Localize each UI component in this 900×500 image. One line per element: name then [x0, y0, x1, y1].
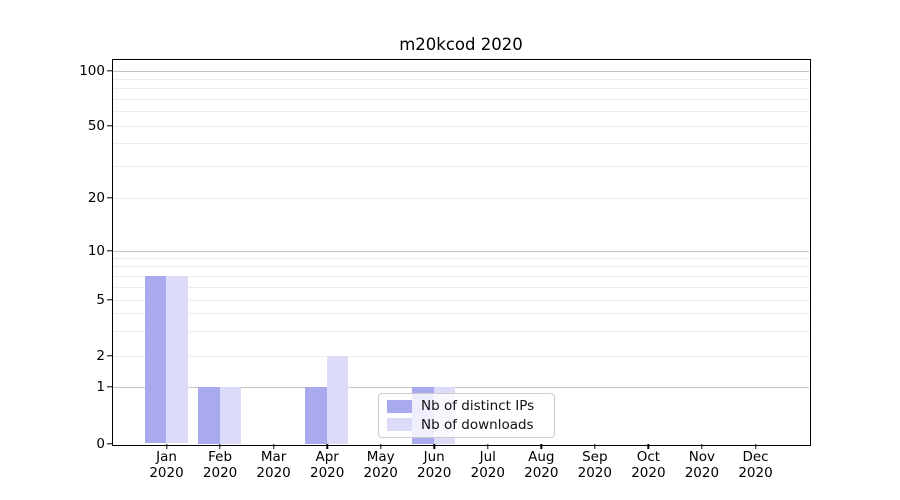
x-tick-mark-oct — [647, 444, 650, 449]
x-tick-label-dec: Dec 2020 — [738, 449, 773, 481]
x-tick-mark-dec — [754, 444, 757, 449]
y-gridline-2 — [112, 355, 809, 357]
x-tick-label-nov: Nov 2020 — [684, 449, 720, 481]
y-tick-label-20: 20 — [87, 190, 105, 206]
x-tick-mark-sep — [594, 444, 596, 449]
y-tick-mark-100 — [107, 70, 112, 72]
legend-swatch-downloads — [387, 418, 412, 432]
x-tick-mark-jan — [165, 444, 168, 449]
bar-jan-distinct-ips — [144, 275, 166, 444]
legend-swatch-distinct-ips — [387, 399, 412, 413]
y-gridline-100 — [112, 70, 809, 72]
y-gridline-1 — [112, 386, 809, 388]
y-gridline-70 — [112, 98, 809, 100]
y-tick-label-100: 100 — [79, 63, 105, 79]
x-tick-label-aug: Aug 2020 — [524, 449, 559, 481]
plot-area — [111, 58, 811, 446]
y-gridline-7 — [112, 275, 809, 277]
y-tick-mark-20 — [107, 197, 112, 199]
grid-layer — [112, 60, 809, 444]
bar-apr-distinct-ips — [305, 386, 327, 444]
x-tick-mark-feb — [219, 444, 221, 449]
y-tick-label-10: 10 — [87, 243, 105, 259]
x-tick-mark-jun — [433, 444, 435, 449]
y-gridline-90 — [112, 78, 809, 80]
y-gridline-80 — [112, 88, 809, 90]
y-gridline-9 — [112, 257, 809, 259]
x-tick-label-jul: Jul 2020 — [470, 449, 505, 481]
bar-layer — [113, 60, 809, 444]
chart-title: m20kcod 2020 — [399, 35, 523, 54]
y-gridline-60 — [112, 111, 809, 112]
y-gridline-40 — [112, 143, 809, 144]
y-tick-label-1: 1 — [96, 379, 105, 395]
x-tick-mark-nov — [701, 444, 703, 449]
x-tick-mark-mar — [272, 444, 275, 449]
y-gridline-5 — [112, 299, 809, 301]
x-tick-label-mar: Mar 2020 — [256, 449, 291, 481]
x-tick-mark-aug — [540, 444, 542, 449]
bar-apr-downloads — [326, 355, 349, 444]
y-tick-mark-50 — [107, 125, 112, 127]
x-tick-label-sep: Sep 2020 — [577, 449, 612, 481]
y-gridline-20 — [112, 197, 809, 199]
legend: Nb of distinct IPs Nb of downloads — [378, 393, 555, 438]
bar-feb-distinct-ips — [198, 386, 220, 444]
legend-item-downloads: Nb of downloads — [387, 417, 546, 433]
x-tick-label-jun: Jun 2020 — [417, 449, 452, 481]
bar-feb-downloads — [219, 386, 242, 444]
x-tick-label-feb: Feb 2020 — [202, 449, 238, 481]
y-gridline-6 — [112, 286, 809, 288]
y-gridline-4 — [112, 313, 809, 315]
y-tick-label-0: 0 — [96, 436, 105, 452]
y-gridline-50 — [112, 125, 809, 127]
y-gridline-3 — [112, 330, 809, 332]
y-gridline-30 — [112, 165, 809, 167]
x-tick-mark-jul — [487, 444, 489, 449]
legend-label-downloads: Nb of downloads — [421, 416, 534, 433]
x-tick-mark-may — [379, 444, 382, 449]
y-tick-label-2: 2 — [96, 348, 105, 364]
y-gridline-10 — [112, 250, 809, 252]
y-tick-mark-10 — [107, 250, 112, 252]
y-tick-mark-1 — [107, 386, 112, 388]
x-tick-label-jan: Jan 2020 — [149, 449, 184, 481]
y-tick-mark-5 — [107, 299, 112, 301]
x-tick-mark-apr — [326, 444, 328, 449]
legend-item-distinct-ips: Nb of distinct IPs — [387, 398, 546, 414]
y-tick-label-5: 5 — [96, 292, 105, 308]
x-tick-label-may: May 2020 — [363, 449, 398, 481]
y-tick-mark-2 — [107, 355, 112, 357]
legend-label-distinct-ips: Nb of distinct IPs — [421, 398, 535, 415]
y-tick-mark-0 — [107, 443, 112, 445]
bar-jan-downloads — [166, 275, 188, 444]
y-tick-label-50: 50 — [87, 118, 105, 134]
y-gridline-8 — [112, 266, 809, 268]
x-tick-label-apr: Apr 2020 — [310, 449, 345, 481]
x-tick-label-oct: Oct 2020 — [631, 449, 666, 481]
